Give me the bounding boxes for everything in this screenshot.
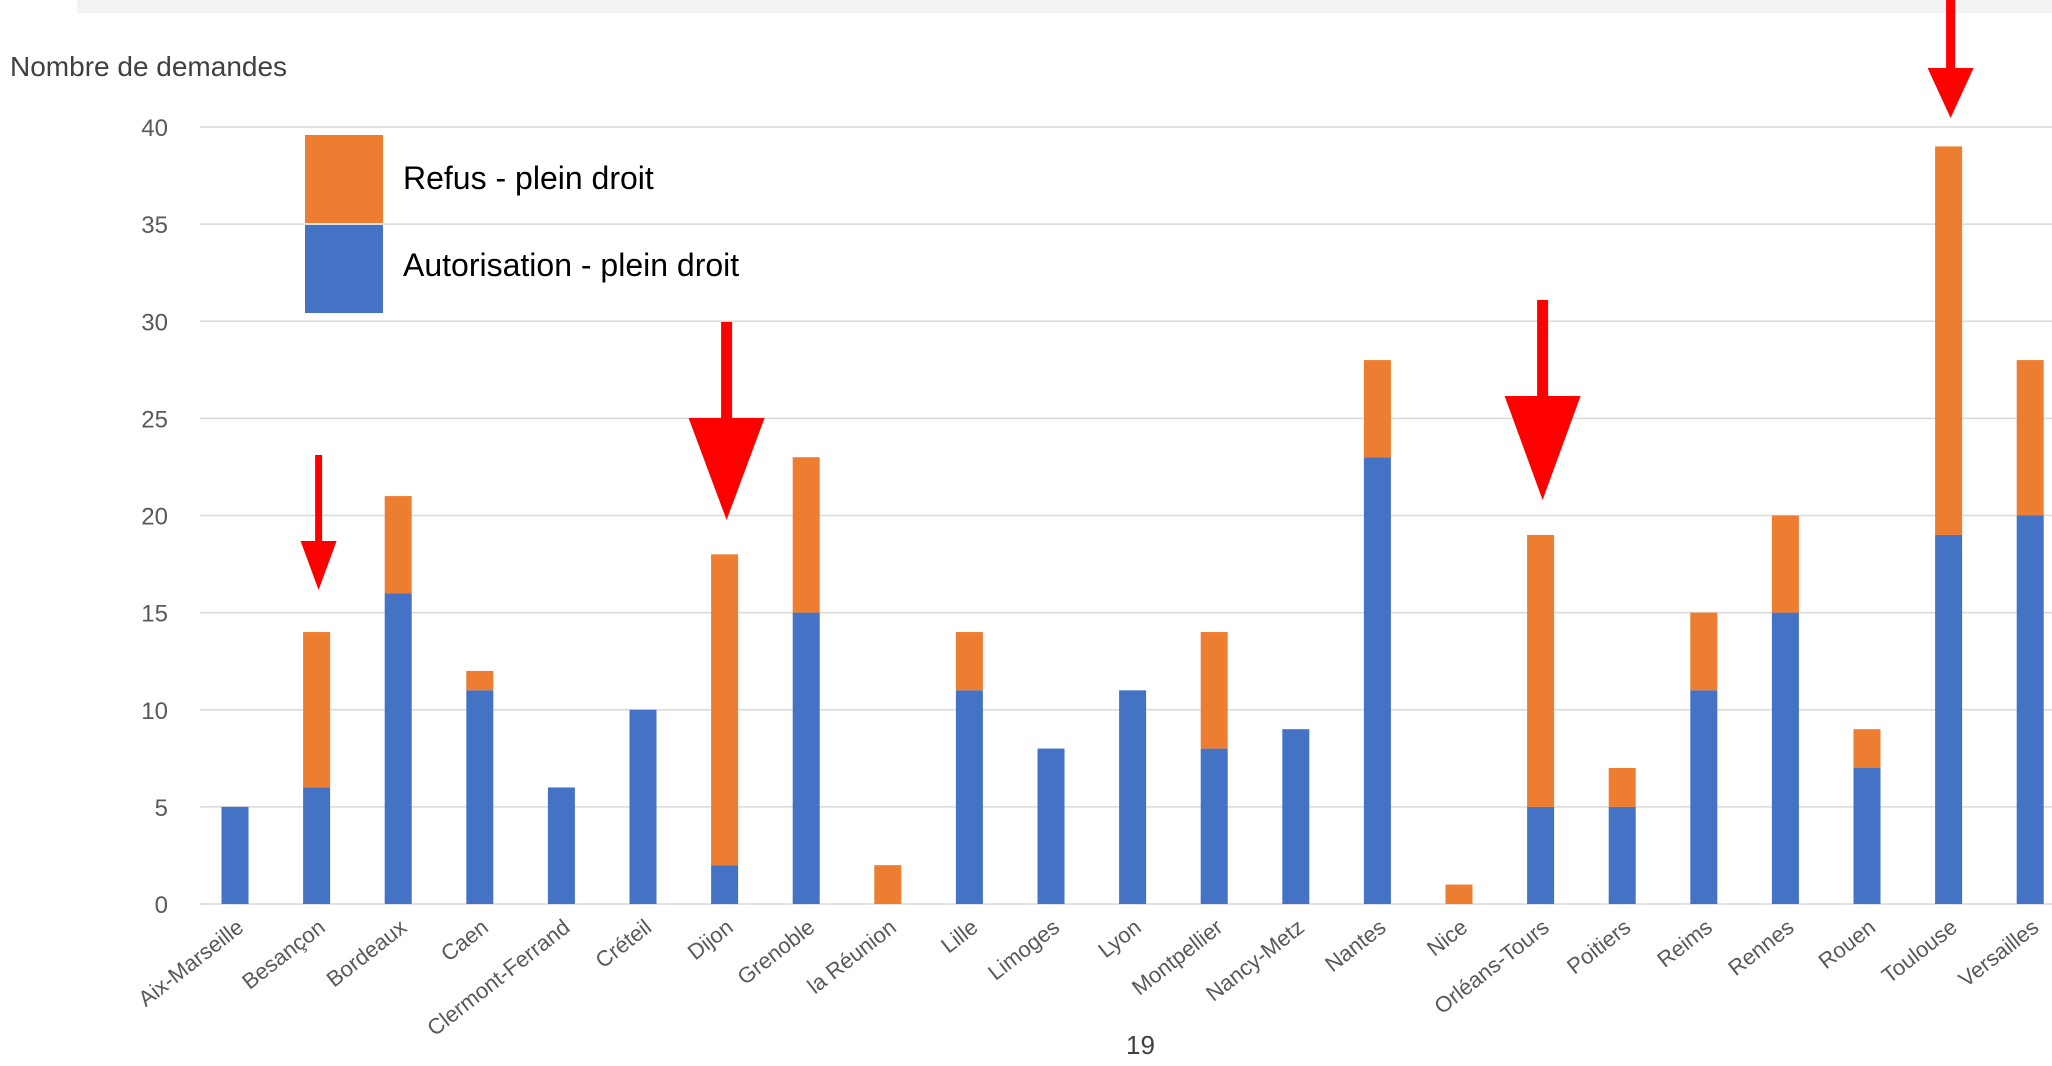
- bar-refus: [792, 457, 820, 613]
- top-strip: [77, 0, 2052, 13]
- bar-refus: [1771, 515, 1799, 613]
- x-tick-label: Rennes: [1723, 914, 1798, 980]
- bar-refus: [303, 632, 331, 788]
- arrow-shaft: [1537, 300, 1549, 398]
- bar-autorisation: [221, 806, 249, 904]
- bar-refus: [955, 632, 983, 691]
- x-tick-label: Bordeaux: [322, 914, 412, 992]
- y-tick-label: 0: [155, 892, 168, 919]
- x-tick-label: Reims: [1652, 914, 1717, 972]
- bar-refus: [1527, 534, 1555, 807]
- y-axis-ticks: 0 5 10 15 20 25 30 35 40: [141, 115, 168, 919]
- bar-autorisation: [1119, 690, 1147, 904]
- x-tick-label: Dijon: [683, 914, 738, 965]
- y-axis-title: Nombre de demandes: [10, 51, 288, 82]
- bar-autorisation: [1771, 612, 1799, 904]
- x-tick-label: Besançon: [237, 914, 330, 994]
- bar-refus: [466, 670, 494, 691]
- x-tick-label: Nice: [1422, 914, 1472, 961]
- x-tick-label: Versailles: [1954, 914, 2044, 992]
- bar-autorisation: [711, 865, 739, 904]
- y-tick-label: 30: [141, 309, 168, 336]
- bar-refus: [1690, 612, 1718, 691]
- bars: [221, 146, 2044, 904]
- arrow-head: [1927, 68, 1974, 118]
- bar-refus: [874, 865, 902, 904]
- highlight-arrows: [300, 0, 1974, 590]
- legend-label-autorisation: Autorisation - plein droit: [403, 247, 740, 283]
- y-tick-label: 15: [141, 601, 168, 628]
- arrow-shaft: [315, 455, 323, 543]
- x-tick-label: Aix-Marseille: [133, 914, 248, 1011]
- x-tick-label: Poitiers: [1562, 914, 1635, 979]
- bar-autorisation: [1853, 768, 1881, 904]
- y-tick-label: 5: [155, 795, 168, 822]
- bar-autorisation: [1935, 534, 1963, 904]
- x-tick-label: Créteil: [591, 914, 656, 973]
- bar-autorisation: [1690, 690, 1718, 904]
- arrow-head: [688, 418, 765, 520]
- legend-swatch-refus: [305, 135, 383, 223]
- bar-autorisation: [1363, 457, 1391, 904]
- bar-autorisation: [2016, 515, 2044, 904]
- bar-autorisation: [303, 787, 331, 904]
- x-tick-label: Nantes: [1320, 914, 1390, 977]
- bar-refus: [1853, 729, 1881, 769]
- bar-autorisation: [955, 690, 983, 904]
- bar-refus: [711, 554, 739, 866]
- bar-refus: [384, 496, 412, 594]
- y-tick-label: 10: [141, 698, 168, 725]
- arrow-shaft: [1946, 0, 1956, 70]
- bar-autorisation: [384, 593, 412, 904]
- x-tick-label: Clermont-Ferrand: [422, 914, 574, 1041]
- bar-autorisation: [1282, 729, 1310, 904]
- y-tick-label: 40: [141, 115, 168, 142]
- arrow-shaft: [721, 322, 733, 420]
- bar-refus: [1445, 884, 1473, 904]
- x-tick-label: Lille: [936, 914, 982, 958]
- bar-refus: [1363, 360, 1391, 458]
- bar-autorisation: [1037, 748, 1065, 904]
- x-tick-label: Toulouse: [1877, 914, 1962, 988]
- bar-autorisation: [1608, 806, 1636, 904]
- x-tick-label: Caen: [436, 914, 493, 966]
- x-tick-label: Lyon: [1093, 914, 1145, 963]
- x-tick-label: Rouen: [1814, 914, 1880, 974]
- page-number: 19: [1126, 1030, 1155, 1060]
- bar-autorisation: [466, 690, 494, 904]
- bar-autorisation: [629, 709, 657, 904]
- y-tick-label: 25: [141, 406, 168, 433]
- legend-swatch-autorisation: [305, 225, 383, 313]
- bar-autorisation: [1527, 806, 1555, 904]
- legend-label-refus: Refus - plein droit: [403, 160, 654, 196]
- bar-autorisation: [1200, 748, 1228, 904]
- bar-refus: [2016, 360, 2044, 516]
- x-tick-label: Limoges: [983, 914, 1064, 985]
- y-tick-label: 20: [141, 504, 168, 531]
- y-tick-label: 35: [141, 212, 168, 239]
- arrow-head: [1504, 396, 1581, 500]
- bar-refus: [1935, 146, 1963, 535]
- bar-refus: [1200, 632, 1228, 749]
- bar-refus: [1608, 768, 1636, 807]
- x-tick-label: la Réunion: [803, 914, 901, 998]
- arrow-head: [300, 541, 337, 590]
- bar-autorisation: [792, 612, 820, 904]
- bar-autorisation: [547, 787, 575, 904]
